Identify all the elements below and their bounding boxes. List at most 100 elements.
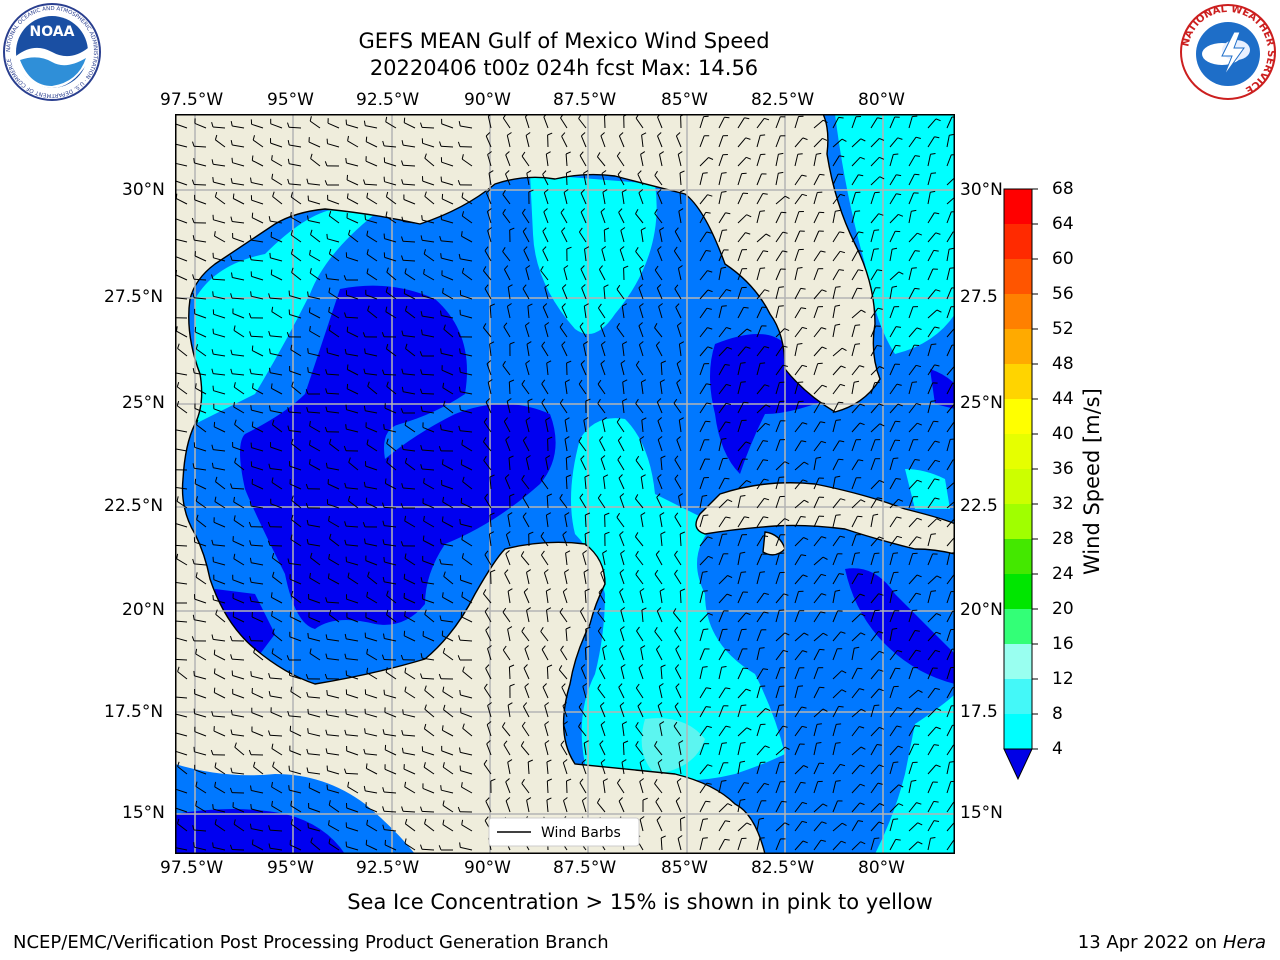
wind-barb-flag <box>859 726 865 729</box>
wind-barb-flag <box>230 368 233 374</box>
wind-barb-flag <box>803 461 809 465</box>
wind-barb-flag <box>459 747 461 753</box>
wind-barb <box>677 838 682 851</box>
wind-barb-flag <box>896 174 902 177</box>
wind-barb-flag <box>763 611 769 614</box>
wind-barb <box>460 770 473 775</box>
wind-barb-flag <box>859 593 865 597</box>
wind-barb <box>908 365 917 376</box>
wind-barb-flag <box>659 721 665 725</box>
wind-barb <box>927 382 934 395</box>
wind-barb-flag <box>345 157 347 164</box>
wind-barb <box>616 155 625 167</box>
wind-barb-flag <box>364 538 366 544</box>
wind-barb-flag <box>820 421 826 424</box>
colorbar-segment <box>1004 679 1032 715</box>
wind-barb <box>269 734 283 737</box>
wind-barb-flag <box>344 539 347 545</box>
wind-barb <box>699 496 703 509</box>
wind-barb-flag <box>250 671 252 677</box>
wind-barb <box>617 440 625 452</box>
wind-barb <box>870 345 878 357</box>
wind-barb <box>583 743 587 756</box>
wind-barb <box>908 268 913 281</box>
wind-barb <box>384 238 397 243</box>
wind-barb-flag <box>307 367 309 373</box>
wind-barb <box>618 477 625 490</box>
wind-barb <box>756 233 767 243</box>
wind-barb-flag <box>877 497 883 500</box>
wind-barb <box>946 705 952 718</box>
wind-barb-flag <box>895 344 901 347</box>
wind-barb-flag <box>585 398 591 402</box>
wind-barb <box>195 805 207 813</box>
wind-barb <box>270 410 283 414</box>
wind-barb <box>832 724 837 737</box>
wind-barb <box>870 269 878 281</box>
wind-barb-flag <box>622 721 628 725</box>
wind-barb-flag <box>707 327 713 330</box>
wind-barb-flag <box>672 608 677 613</box>
wind-barb <box>794 726 803 737</box>
wind-barb <box>655 554 663 566</box>
wind-barb-flag <box>916 707 922 711</box>
wind-barb-flag <box>898 271 904 275</box>
wind-barb <box>460 294 473 300</box>
wind-barb <box>525 458 530 471</box>
wind-barb-flag <box>363 405 366 411</box>
wind-barb <box>402 240 416 243</box>
wind-barb-flag <box>382 576 385 582</box>
wind-barb <box>308 616 321 623</box>
wind-barb <box>737 137 747 148</box>
wind-barb-flag <box>540 474 545 480</box>
wind-barb-flag <box>604 512 610 516</box>
wind-barb <box>270 468 283 471</box>
wind-barb <box>270 711 283 718</box>
colorbar-segment <box>1004 364 1032 400</box>
wind-barb-flag <box>460 459 463 465</box>
wind-barb <box>365 410 378 414</box>
wind-barb <box>946 574 955 585</box>
wind-barb <box>365 806 378 813</box>
wind-barb <box>775 477 780 490</box>
wind-barb-flag <box>290 534 293 540</box>
wind-barb <box>405 462 416 471</box>
wind-barb <box>251 675 264 680</box>
wind-barb <box>889 686 895 699</box>
wind-barb <box>564 439 568 452</box>
wind-barb <box>600 325 606 338</box>
wind-barb <box>327 278 340 281</box>
wind-barb <box>405 310 416 319</box>
wind-barb <box>602 553 606 566</box>
wind-barb-flag <box>325 653 328 659</box>
wind-barb <box>927 344 932 357</box>
wind-barb <box>673 402 682 414</box>
wind-barb <box>365 713 378 718</box>
wind-barb-flag <box>546 797 552 801</box>
wind-barb <box>851 439 857 452</box>
wind-barb <box>889 762 894 775</box>
wind-barb <box>290 539 302 547</box>
wind-barb <box>718 212 726 224</box>
wind-barb-flag <box>364 348 366 354</box>
wind-barb-flag <box>822 137 828 141</box>
wind-barb <box>737 268 743 281</box>
wind-barb <box>327 411 340 414</box>
wind-barb-flag <box>822 803 828 807</box>
wind-barb-flag <box>250 405 252 411</box>
wind-barb-flag <box>635 721 639 727</box>
wind-barb-flag <box>617 170 622 175</box>
lat-label: 15°N <box>122 803 165 823</box>
wind-barb-flag <box>382 539 385 545</box>
wind-barb-flag <box>802 422 808 425</box>
wind-barb <box>832 706 840 718</box>
wind-barb-flag <box>635 550 639 556</box>
wind-barb-flag <box>404 781 407 787</box>
wind-barb <box>638 344 644 357</box>
wind-barb <box>756 250 764 262</box>
wind-barb <box>542 686 549 699</box>
wind-barb-flag <box>457 806 461 812</box>
wind-barb-flag <box>679 170 685 174</box>
wind-barb <box>621 192 625 205</box>
wind-barb-flag <box>580 360 586 365</box>
